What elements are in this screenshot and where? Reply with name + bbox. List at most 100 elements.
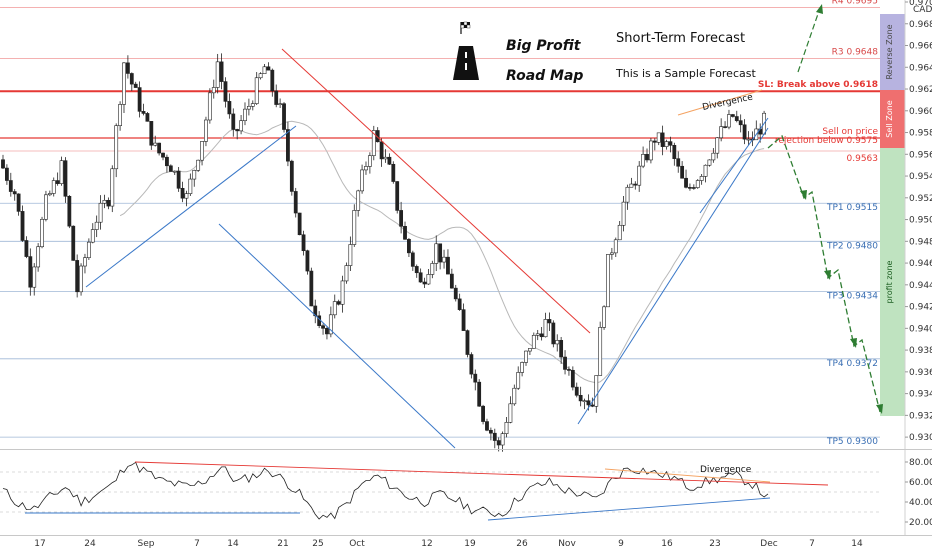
- candle-body: [172, 170, 177, 173]
- y-tick-label: 0.94200: [909, 303, 932, 313]
- candle-body: [594, 375, 599, 407]
- candle-body: [98, 202, 103, 223]
- level-label: TP4 0.9372: [826, 359, 878, 369]
- candle-body: [664, 141, 669, 147]
- forecast-arrow-head: [824, 270, 831, 280]
- candle-body: [578, 394, 583, 402]
- y-tick-label: 0.93000: [909, 433, 932, 443]
- candle-body: [492, 432, 497, 441]
- candle-body: [168, 165, 173, 172]
- candle-body: [204, 119, 208, 142]
- candle-body: [262, 66, 267, 75]
- forecast-zigzag: [767, 134, 881, 413]
- candle-body: [274, 90, 279, 105]
- candle-body: [137, 87, 142, 112]
- candle-body: [40, 218, 44, 248]
- candle-body: [403, 226, 407, 240]
- forecast-subtitle: This is a Sample Forecast: [615, 67, 756, 80]
- candle-body: [192, 170, 197, 180]
- reverse-zone-label: Reverse Zone: [885, 24, 894, 79]
- candle-body: [528, 348, 532, 352]
- candle-body: [559, 340, 564, 358]
- rsi-tick-label: 80.00: [909, 458, 932, 468]
- candle-body: [90, 229, 95, 243]
- candle-body: [684, 177, 688, 188]
- candle-body: [371, 130, 376, 156]
- candle-body: [309, 270, 314, 307]
- candle-body: [246, 106, 251, 110]
- candle-body: [278, 103, 283, 105]
- candle-body: [5, 167, 9, 181]
- candle-body: [133, 83, 138, 88]
- candle-body: [215, 61, 220, 88]
- x-tick-label: 7: [809, 539, 815, 549]
- candle-body: [500, 433, 505, 446]
- candle-body: [235, 129, 240, 132]
- candle-body: [356, 190, 361, 211]
- candle-body: [391, 163, 396, 182]
- currency-label: CAD: [913, 5, 932, 15]
- candle-body: [200, 141, 204, 161]
- ma-line: [119, 120, 765, 384]
- candle-body: [110, 168, 115, 207]
- y-tick-label: 0.96600: [909, 42, 932, 52]
- rsi-resistance-line: [134, 461, 829, 486]
- candle-body: [711, 152, 716, 161]
- candle-body: [348, 244, 353, 266]
- candle-body: [383, 156, 388, 160]
- candle-body: [305, 250, 310, 272]
- y-tick-label: 0.93400: [909, 390, 932, 400]
- candle-body: [555, 340, 560, 345]
- brand-block: Big Profit Road Map Short-Term Forecast …: [453, 21, 756, 84]
- candle-body: [8, 180, 13, 192]
- uptrend-line-2: [577, 127, 769, 425]
- profit-zone-label: profit zone: [885, 260, 894, 303]
- candle-body: [145, 113, 150, 122]
- forecast-path: [767, 4, 883, 414]
- y-tick-label: 0.94600: [909, 259, 932, 269]
- y-tick-label: 0.93800: [909, 346, 932, 356]
- level-label: R4 0.9695: [832, 0, 878, 6]
- candle-body: [352, 210, 357, 245]
- candle-body: [438, 243, 443, 263]
- x-tick-label: Oct: [349, 539, 365, 549]
- candle-body: [282, 103, 286, 130]
- x-tick-label: 7: [194, 539, 200, 549]
- candle-body: [250, 103, 255, 107]
- wedge-line: [699, 117, 769, 214]
- y-tick-label: 0.94000: [909, 324, 932, 334]
- candle-body: [47, 193, 52, 196]
- candle-body: [570, 369, 575, 388]
- brand-line-1: Big Profit: [506, 38, 582, 54]
- x-tick-label: 23: [709, 539, 720, 549]
- candle-body: [539, 333, 544, 338]
- candle-body: [719, 126, 724, 139]
- candle-body: [344, 265, 349, 282]
- candle-body: [621, 201, 626, 226]
- y-tick-label: 0.95200: [909, 194, 932, 204]
- candle-body: [184, 193, 189, 199]
- candle-body: [473, 373, 478, 383]
- x-tick-label: 24: [84, 539, 96, 549]
- candle-body: [691, 187, 696, 189]
- candle-body: [106, 199, 111, 207]
- y-tick-label: 0.95400: [909, 172, 932, 182]
- y-tick-label: 0.97000: [909, 0, 932, 8]
- candle-body: [637, 165, 642, 186]
- candle-body: [32, 266, 37, 288]
- candle-body: [453, 287, 458, 300]
- level-label: Sell on price: [822, 127, 878, 137]
- candle-body: [161, 152, 165, 158]
- y-tick-label: 0.94800: [909, 237, 932, 247]
- candle-body: [469, 354, 474, 375]
- candle-body: [301, 234, 306, 252]
- candle-body: [157, 142, 162, 154]
- y-tick-label: 0.96400: [909, 63, 932, 73]
- candle-body: [51, 180, 56, 194]
- rsi-divergence-label: Divergence: [700, 465, 752, 475]
- candle-body: [742, 124, 747, 140]
- x-tick-label: 16: [661, 539, 673, 549]
- candle-body: [426, 274, 431, 285]
- y-tick-label: 0.96800: [909, 20, 932, 30]
